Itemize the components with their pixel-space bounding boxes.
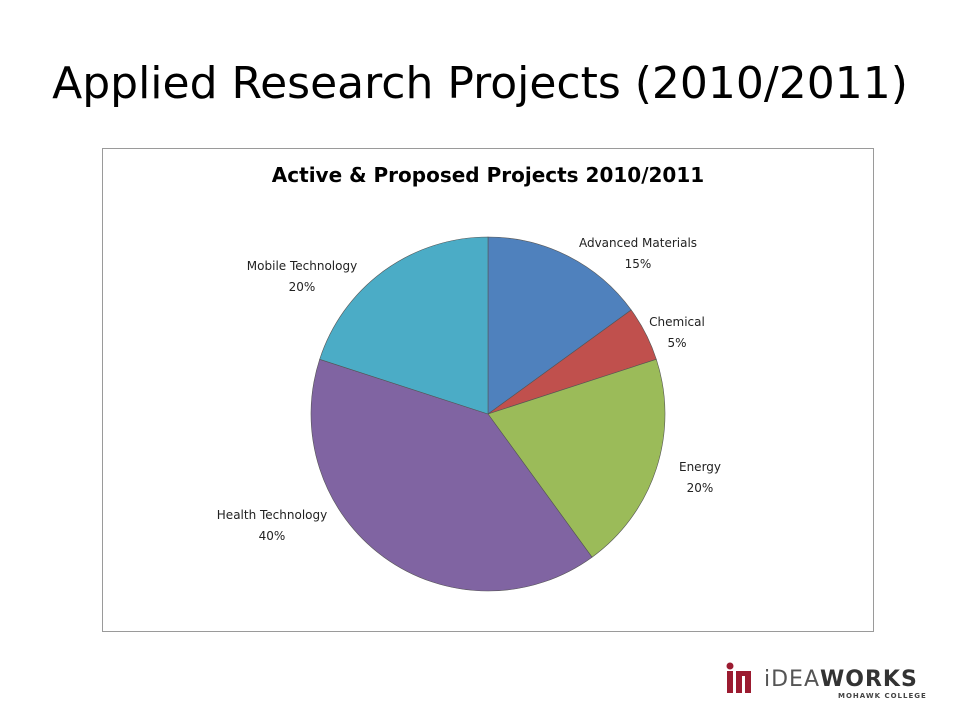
pie-slice-advanced-materials <box>487 236 632 415</box>
pie-slice-health-technology <box>310 358 593 592</box>
slice-name: Mobile Technology <box>246 259 358 273</box>
slice-label-health-technology: Health Technology 40% <box>217 505 327 547</box>
slice-percent: 40% <box>258 529 286 543</box>
slice-name: Energy <box>678 460 722 474</box>
logo-mark-icon <box>726 662 751 693</box>
ideaworks-logo: iDEAWORKS MOHAWK COLLEGE <box>726 662 926 706</box>
slice-name: Advanced Materials <box>578 236 698 250</box>
slide-title: Applied Research Projects (2010/2011) <box>52 58 908 109</box>
pie-chart <box>310 236 666 592</box>
slice-percent: 5% <box>667 336 687 350</box>
logo-brand-light: iDEA <box>764 667 821 692</box>
logo-subtitle: MOHAWK COLLEGE <box>838 692 927 700</box>
slice-label-advanced-materials: Advanced Materials 15% <box>579 233 697 275</box>
slice-name: Health Technology <box>216 508 328 522</box>
slice-name: Chemical <box>649 315 705 329</box>
logo-brand-bold: WORKS <box>820 667 918 692</box>
slice-percent: 15% <box>624 257 652 271</box>
chart-title: Active & Proposed Projects 2010/2011 <box>271 163 705 187</box>
pie-slice-energy <box>487 358 666 558</box>
slice-label-chemical: Chemical 5% <box>649 312 705 354</box>
slice-percent: 20% <box>686 481 714 495</box>
pie-slice-mobile-technology <box>319 236 489 415</box>
slice-label-mobile-technology: Mobile Technology 20% <box>247 256 357 298</box>
slice-percent: 20% <box>288 280 316 294</box>
chart-area: Active & Proposed Projects 2010/2011 Adv… <box>102 148 874 632</box>
logo-brand: iDEAWORKS <box>764 667 918 692</box>
slice-label-energy: Energy 20% <box>679 457 721 499</box>
